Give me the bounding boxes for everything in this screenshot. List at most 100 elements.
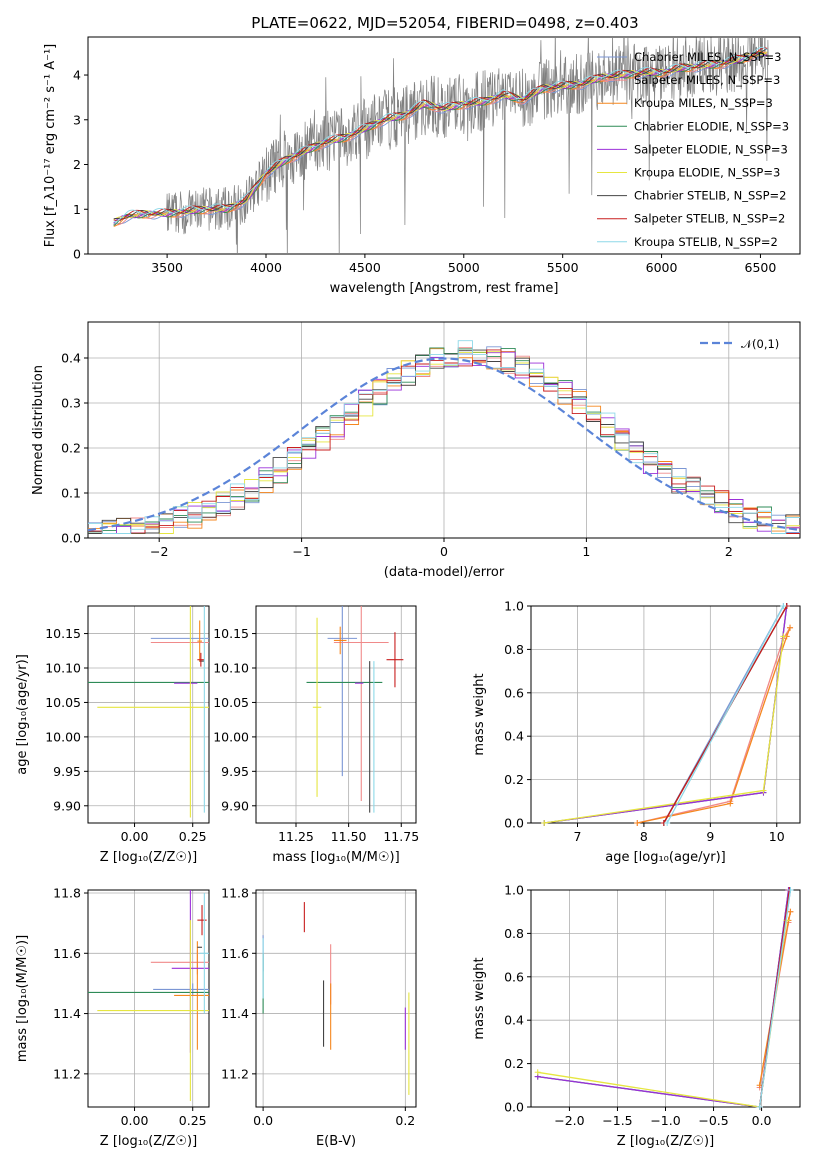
z-weight-ylabel: mass weight — [472, 957, 487, 1039]
z-age-ytick-label: 10.10 — [45, 661, 81, 676]
residual-hist-8 — [88, 340, 800, 534]
residuals-xlabel: (data-model)/error — [384, 565, 505, 580]
spectrum-model-line-6 — [113, 48, 768, 220]
mass-age-xtick-label: 11.25 — [278, 829, 314, 844]
spectrum-xtick-label: 6000 — [646, 260, 678, 275]
z-age-ylabel: age [log₁₀(age/yr)] — [15, 654, 30, 775]
mass-age-axes: 11.25 11.50 11.75 9.90 9.95 10.00 10.05 10.10 10… — [213, 605, 419, 865]
gaussian-legend-label: 𝒩(0,1) — [741, 337, 779, 351]
mass-age-frame — [255, 605, 417, 824]
z-weight-ytick-label: 1.0 — [504, 883, 524, 898]
z-weight-line-8 — [758, 889, 792, 1108]
age-weight-ytick-label: 0.6 — [504, 685, 524, 700]
mass-age-ytick-label: 9.90 — [221, 798, 249, 813]
legend-label-8: Kroupa STELIB, N_SSP=2 — [634, 235, 778, 249]
z-weight-line-3 — [537, 889, 790, 1108]
residuals-ytick-label: 0.2 — [61, 441, 81, 456]
age-weight-ytick-label: 0.8 — [504, 642, 524, 657]
figure-title: PLATE=0622, MJD=52054, FIBERID=0498, z=0… — [251, 14, 638, 32]
z-weight-line-5 — [537, 920, 788, 1108]
spectrum-xtick-label: 5500 — [547, 260, 579, 275]
z-weight-line-4 — [537, 889, 790, 1108]
ebv-mass-ytick-label: 11.8 — [221, 886, 249, 901]
age-weight-xtick-label: 8 — [640, 829, 648, 844]
age-weight-line-3 — [544, 605, 788, 824]
legend-label-4: Salpeter ELODIE, N_SSP=3 — [634, 142, 788, 156]
residuals-ytick-label: 0.3 — [61, 396, 81, 411]
z-mass-ytick-label: 11.2 — [53, 1066, 81, 1081]
spectrum-axes: 3500 4000 4500 5000 5500 6000 6500 0 1 2 3 4 wavelen… — [43, 36, 801, 296]
spectrum-model-line-8 — [113, 46, 768, 223]
z-weight-xlabel: Z [log₁₀(Z/Z☉)] — [617, 1134, 714, 1149]
age-weight-xlabel: age [log₁₀(age/yr)] — [605, 850, 726, 865]
legend-label-3: Chabrier ELODIE, N_SSP=3 — [634, 119, 789, 133]
spectrum-xtick-label: 5000 — [448, 260, 480, 275]
gaussian-curve — [87, 357, 801, 532]
z-weight-xtick-label: −2.0 — [554, 1113, 584, 1128]
z-mass-ytick-label: 11.8 — [53, 886, 81, 901]
age-weight-axes: 7 8 9 10 0.0 0.2 0.4 0.6 0.8 1.0 age [log₁₀(age/yr… — [472, 599, 801, 865]
ebv-mass-xtick-label: 0.0 — [253, 1113, 273, 1128]
mass-age-ytick-label: 10.05 — [213, 695, 249, 710]
age-weight-marker-5 — [541, 820, 548, 826]
spectrum-ylabel: Flux [f_λ10⁻¹⁷ erg cm⁻² s⁻¹ A⁻¹] — [43, 44, 58, 248]
z-mass-xtick-label: 0.00 — [121, 1113, 149, 1128]
age-weight-marker-2 — [727, 800, 734, 807]
age-weight-xtick-label: 10 — [769, 829, 785, 844]
spectrum-xtick-label: 3500 — [151, 260, 183, 275]
z-weight-xtick-label: −1.0 — [650, 1113, 680, 1128]
age-weight-marker-5 — [760, 787, 767, 794]
z-mass-xtick-label: 0.25 — [179, 1113, 207, 1128]
z-age-ytick-label: 9.90 — [53, 798, 81, 813]
mass-age-xtick-label: 11.50 — [331, 829, 367, 844]
mass-age-ytick-label: 10.10 — [213, 661, 249, 676]
legend-label-2: Kroupa MILES, N_SSP=3 — [634, 96, 773, 110]
legend-label-0: Chabrier MILES, N_SSP=3 — [634, 50, 781, 64]
z-mass-ytick-label: 11.6 — [53, 946, 81, 961]
spectrum-ytick-label: 1 — [73, 202, 81, 217]
residuals-ytick-label: 0.1 — [61, 486, 81, 501]
residuals-xtick-label: 1 — [582, 544, 590, 559]
spectrum-ytick-label: 4 — [73, 68, 81, 83]
z-mass-ytick-label: 11.4 — [53, 1006, 81, 1021]
legend-label-6: Chabrier STELIB, N_SSP=2 — [634, 189, 786, 203]
ebv-mass-frame — [255, 889, 417, 1108]
mass-age-xlabel: mass [log₁₀(M/M☉)] — [272, 850, 399, 865]
z-weight-xtick-label: −1.5 — [602, 1113, 632, 1128]
age-weight-ytick-label: 0.0 — [504, 816, 524, 831]
age-weight-line-4 — [544, 605, 788, 824]
ebv-mass-xtick-label: 0.2 — [395, 1113, 415, 1128]
residuals-ytick-label: 0.4 — [61, 351, 81, 366]
spectrum-ytick-label: 2 — [73, 157, 81, 172]
legend-label-5: Kroupa ELODIE, N_SSP=3 — [634, 166, 780, 180]
z-age-xtick-label: 0.25 — [179, 829, 207, 844]
age-weight-ytick-label: 0.4 — [504, 729, 524, 744]
residuals-axes: −2 −1 0 1 2 0.0 0.1 0.2 0.3 0.4 (data-model)/error… — [31, 321, 801, 580]
age-weight-line-1 — [637, 627, 791, 824]
legend-label-7: Salpeter STELIB, N_SSP=2 — [634, 212, 785, 226]
z-weight-ytick-label: 0.6 — [504, 969, 524, 984]
residuals-xtick-label: 0 — [440, 544, 448, 559]
mass-age-ytick-label: 9.95 — [221, 764, 249, 779]
spectrum-xtick-label: 4000 — [250, 260, 282, 275]
z-age-axes: 0.00 0.25 9.90 9.95 10.00 10.05 10.10 10.15 Z [l… — [15, 605, 210, 865]
z-mass-axes: 0.00 0.25 11.2 11.4 11.6 11.8 Z [log₁₀(Z/Z☉)] m… — [15, 886, 210, 1149]
z-weight-marker-5 — [534, 1069, 541, 1076]
legend-label-1: Salpeter MILES, N_SSP=3 — [634, 73, 780, 87]
spectrum-ytick-label: 0 — [73, 247, 81, 262]
age-weight-xtick-label: 9 — [706, 829, 714, 844]
age-weight-ytick-label: 1.0 — [504, 599, 524, 614]
z-age-ytick-label: 9.95 — [53, 764, 81, 779]
spectrum-ytick-label: 3 — [73, 112, 81, 127]
mass-age-ytick-label: 10.00 — [213, 729, 249, 744]
residuals-xtick-label: −2 — [150, 544, 168, 559]
ebv-mass-ytick-label: 11.2 — [221, 1066, 249, 1081]
z-age-xtick-label: 0.00 — [121, 829, 149, 844]
z-weight-marker-8 — [756, 1104, 763, 1110]
z-age-ytick-label: 10.05 — [45, 695, 81, 710]
mass-age-xtick-label: 11.75 — [383, 829, 419, 844]
ebv-mass-xlabel: E(B-V) — [316, 1134, 356, 1149]
age-weight-line-8 — [666, 605, 784, 824]
z-mass-ylabel: mass [log₁₀(M/M☉)] — [15, 935, 30, 1062]
